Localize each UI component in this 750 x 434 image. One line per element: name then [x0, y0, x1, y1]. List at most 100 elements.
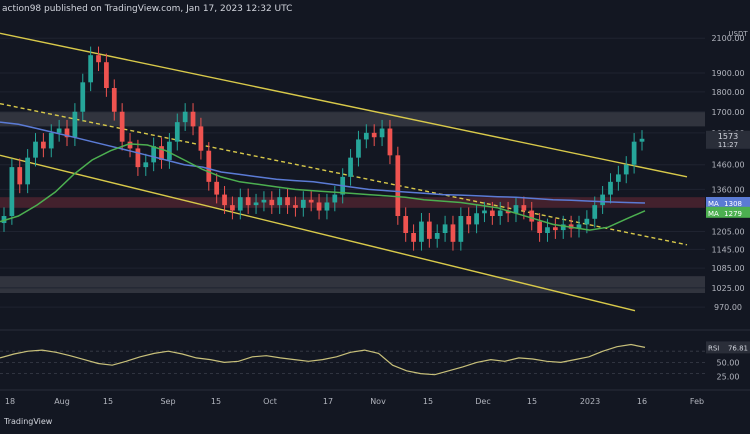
- candle-body: [48, 132, 54, 149]
- candle-body: [608, 181, 613, 195]
- channel-upper-line: [0, 32, 688, 178]
- y-tick-label: 1145.00: [711, 245, 744, 254]
- candle-body: [363, 132, 369, 140]
- candle-body: [513, 205, 519, 214]
- candle-body: [505, 210, 511, 214]
- candle-body: [111, 88, 117, 112]
- candle-body: [419, 221, 424, 242]
- rsi-line: [0, 343, 646, 376]
- candle-body: [253, 202, 259, 206]
- candle-body: [293, 205, 298, 208]
- candle-body: [592, 205, 598, 219]
- x-tick-label: Feb: [690, 397, 704, 406]
- candle-body: [379, 128, 385, 138]
- candle-body: [623, 164, 629, 175]
- candle-body: [41, 141, 46, 149]
- x-tick-label: Aug: [54, 397, 70, 406]
- y-tick-label: 1900.00: [711, 69, 744, 78]
- candle-body: [371, 132, 377, 138]
- rsi-tag-value: 76.81: [728, 344, 748, 352]
- publisher-header: action98 published on TradingView.com, J…: [2, 4, 293, 14]
- y-tick-label: 1025.00: [711, 284, 744, 293]
- ma-line-blue: [0, 121, 646, 204]
- candle-body: [214, 181, 220, 195]
- rsi-tag-name: RSI: [708, 344, 719, 352]
- candle-body: [269, 199, 275, 206]
- candle-body: [442, 224, 448, 233]
- candle-body: [135, 148, 141, 168]
- candle-body: [230, 205, 235, 211]
- candle-body: [458, 216, 464, 242]
- countdown-label: 11:27: [718, 141, 738, 149]
- candle-body: [489, 210, 495, 217]
- candle-body: [616, 174, 621, 182]
- candle-body: [72, 111, 78, 138]
- candle-body: [174, 122, 180, 142]
- candle-body: [25, 157, 30, 185]
- candle-body: [434, 232, 440, 239]
- rsi-tick-label: 25.00: [717, 372, 740, 381]
- ma-blue-tag-value: 1308: [724, 200, 742, 208]
- zone-resistance: [0, 111, 705, 127]
- candle-body: [348, 157, 353, 177]
- channel-mid-line: [0, 102, 688, 246]
- candle-body: [190, 111, 196, 127]
- candle-body: [466, 216, 472, 225]
- zone-support-low: [0, 276, 705, 293]
- candle-body: [1, 216, 7, 224]
- candle-body: [576, 224, 582, 229]
- y-tick-label: 970.00: [714, 303, 742, 312]
- ma-green-tag-name: MA: [708, 210, 719, 218]
- x-tick-label: 17: [323, 397, 333, 406]
- candle-body: [482, 210, 487, 214]
- candle-body: [56, 128, 62, 133]
- y-tick-label: 1800.00: [711, 88, 744, 97]
- candle-body: [96, 55, 101, 63]
- candle-body: [64, 128, 70, 138]
- x-tick-label: 2023: [580, 397, 600, 406]
- candle-body: [316, 202, 322, 211]
- candle-body: [300, 199, 306, 208]
- candle-body: [426, 221, 432, 239]
- candle-body: [17, 167, 23, 185]
- x-tick-label: Oct: [263, 397, 277, 406]
- candle-body: [127, 141, 133, 149]
- ma-green-tag-value: 1279: [724, 210, 742, 218]
- candle-body: [9, 167, 15, 217]
- candle-body: [639, 138, 645, 142]
- y-tick-label: 1460.00: [711, 161, 744, 170]
- ma-blue-tag: [706, 196, 750, 208]
- ma-blue-tag-name: MA: [708, 200, 719, 208]
- y-tick-label: 1205.00: [711, 228, 744, 237]
- rsi-tag: [706, 341, 750, 354]
- last-price-tag: [706, 130, 750, 149]
- candle-body: [560, 224, 566, 231]
- ma-line-green: [0, 143, 646, 231]
- candle-body: [545, 227, 550, 233]
- x-tick-label: Nov: [370, 397, 386, 406]
- ma-green-tag: [706, 206, 750, 218]
- candle-body: [245, 197, 251, 206]
- candle-body: [497, 210, 503, 217]
- candle-body: [411, 232, 416, 242]
- y-tick-label: 2100.00: [711, 34, 744, 43]
- candle-body: [600, 194, 605, 206]
- x-tick-label: 15: [423, 397, 433, 406]
- candle-body: [332, 194, 338, 203]
- candle-body: [450, 224, 456, 242]
- currency-label: USDT: [728, 30, 748, 38]
- x-tick-label: 15: [211, 397, 221, 406]
- candle-body: [222, 194, 227, 206]
- candle-body: [88, 55, 94, 83]
- candle-body: [285, 197, 290, 206]
- candle-body: [324, 202, 330, 211]
- candle-body: [237, 197, 243, 211]
- x-tick-label: Sep: [160, 397, 175, 406]
- candle-body: [182, 111, 188, 123]
- candle-body: [474, 213, 479, 225]
- x-tick-label: 16: [637, 397, 647, 406]
- zone-support: [0, 197, 705, 208]
- x-tick-label: 18: [5, 397, 15, 406]
